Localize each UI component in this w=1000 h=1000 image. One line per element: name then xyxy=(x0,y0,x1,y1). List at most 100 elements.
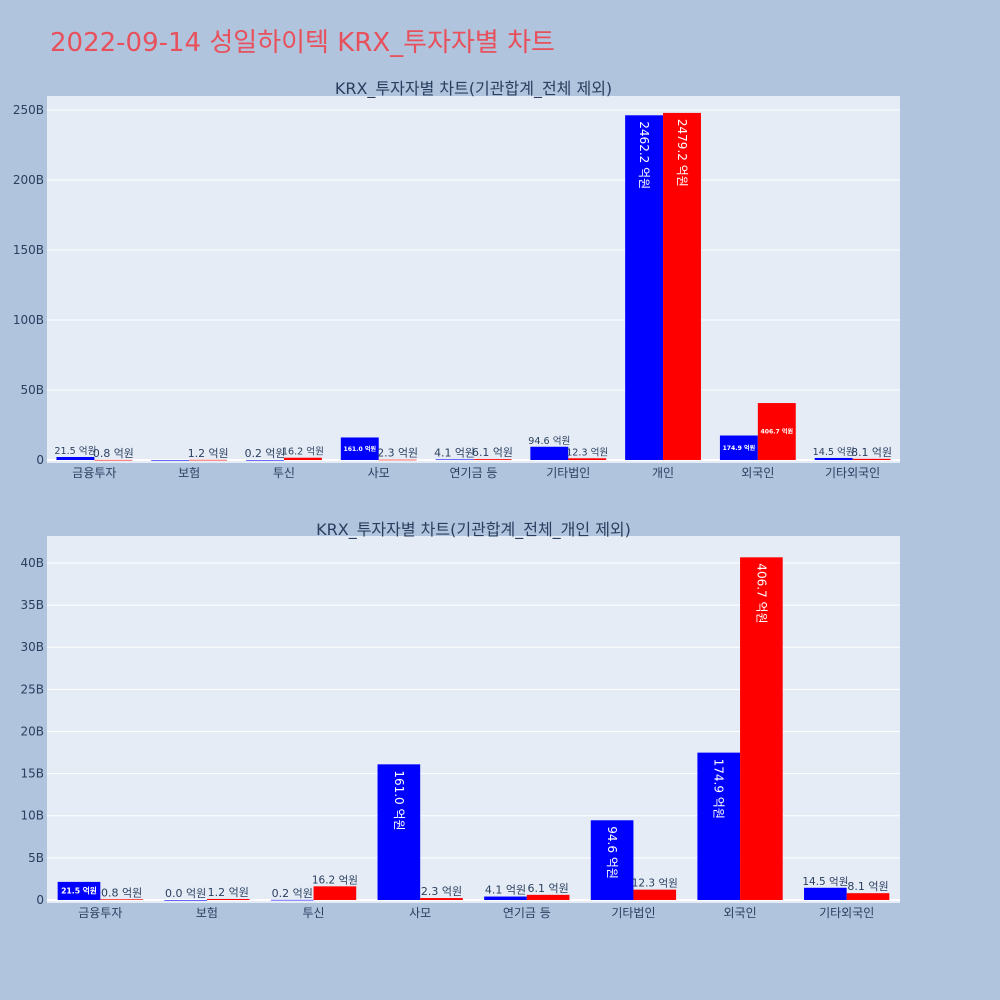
y-tick-label: 150B xyxy=(13,243,44,257)
bar xyxy=(697,752,741,900)
x-tick-label: 사모 xyxy=(368,466,390,480)
x-tick-label: 사모 xyxy=(409,906,431,920)
bar-value-label: 1.2 억원 xyxy=(208,886,249,899)
bar-value-label: 2462.2 억원 xyxy=(637,121,651,189)
y-tick-label: 0 xyxy=(36,453,44,467)
bar xyxy=(164,900,207,901)
bar xyxy=(484,896,527,900)
y-tick-label: 0 xyxy=(36,893,44,907)
y-tick-label: 25B xyxy=(20,682,44,696)
bar xyxy=(283,457,322,460)
bar-value-label: 406.7 억원 xyxy=(754,563,768,623)
chart-title: KRX_투자자별 차트(기관합계_전체_개인 제외) xyxy=(316,520,631,540)
bar-value-label: 12.3 억원 xyxy=(566,446,608,458)
bar-value-label: 16.2 억원 xyxy=(282,446,324,458)
bar-value-label: 8.1 억원 xyxy=(851,446,892,459)
bar xyxy=(377,764,421,900)
bar xyxy=(804,887,847,900)
bar-value-label: 4.1 억원 xyxy=(434,446,475,459)
bar-value-label: 1.2 억원 xyxy=(188,447,229,460)
x-tick-label: 기타법인 xyxy=(546,466,590,480)
y-tick-label: 50B xyxy=(20,383,44,397)
x-tick-label: 기타외국인 xyxy=(819,906,874,920)
x-tick-label: 투신 xyxy=(303,906,325,920)
bar xyxy=(852,458,891,460)
bar xyxy=(270,899,314,901)
y-tick-label: 35B xyxy=(20,598,44,612)
bar-value-label: 0.2 억원 xyxy=(272,887,313,900)
bar xyxy=(246,459,284,461)
bar-value-label: 94.6 억원 xyxy=(605,826,619,879)
bar-value-label: 161.0 억원 xyxy=(392,770,406,830)
bar-value-label: 406.7 억원 xyxy=(760,428,793,436)
bar xyxy=(846,893,890,900)
bar xyxy=(530,446,569,460)
bar xyxy=(313,886,357,900)
bar-value-label: 2.3 억원 xyxy=(377,447,418,460)
y-tick-label: 5B xyxy=(28,851,44,865)
bar-value-label: 94.6 억원 xyxy=(528,435,570,447)
page-title: 2022-09-14 성일하이텍 KRX_투자자별 차트 xyxy=(50,28,555,58)
x-tick-label: 보험 xyxy=(178,466,200,480)
x-tick-label: 외국인 xyxy=(724,906,757,920)
plot-area xyxy=(47,96,900,463)
y-tick-label: 40B xyxy=(20,556,44,570)
x-tick-label: 투신 xyxy=(273,466,295,480)
bar xyxy=(151,460,190,461)
bar-value-label: 14.5 억원 xyxy=(813,446,855,458)
y-tick-label: 250B xyxy=(13,103,44,117)
bar-value-label: 21.5 억원 xyxy=(61,886,97,896)
x-tick-label: 보험 xyxy=(196,906,218,920)
x-tick-label: 연기금 등 xyxy=(503,906,551,920)
y-tick-label: 10B xyxy=(20,809,44,823)
bar-value-label: 174.9 억원 xyxy=(712,759,726,819)
bar-value-label: 161.0 억원 xyxy=(343,445,376,453)
bar xyxy=(420,898,463,900)
bar xyxy=(340,437,379,460)
bar xyxy=(568,458,607,460)
bar xyxy=(625,115,664,461)
bar-value-label: 12.3 억원 xyxy=(632,878,678,890)
chart-panel-1: 0 50B 100B 150B 200B 250B KRX_투자자별 차트(기관합계_전체 … xyxy=(13,79,900,480)
bar xyxy=(435,459,474,461)
chart-panel-2: 0 5B 10B 15B 20B 25B 30B 35B 40B KRX_투자자별 차트(기관합계… xyxy=(20,520,900,920)
bar-value-label: 174.9 억원 xyxy=(723,444,756,452)
bar xyxy=(56,456,95,460)
bar xyxy=(100,899,143,900)
x-tick-label: 연기금 등 xyxy=(450,466,498,480)
bar-value-label: 14.5 억원 xyxy=(802,876,848,888)
bar xyxy=(740,557,783,900)
x-tick-label: 개인 xyxy=(652,466,674,480)
x-tick-label: 기타법인 xyxy=(611,906,655,920)
bar xyxy=(378,459,417,461)
x-tick-label: 외국인 xyxy=(741,466,774,480)
bar-value-label: 6.1 억원 xyxy=(528,882,569,895)
bar-value-label: 8.1 억원 xyxy=(847,880,888,893)
bar xyxy=(206,898,250,900)
bar xyxy=(526,894,570,900)
x-tick-label: 금융투자 xyxy=(78,906,122,920)
x-tick-label: 기타외국인 xyxy=(825,466,880,480)
bar xyxy=(473,459,512,460)
y-tick-label: 200B xyxy=(13,173,44,187)
bar xyxy=(94,459,133,461)
y-tick-label: 30B xyxy=(20,640,44,654)
bar-value-label: 0.0 억원 xyxy=(165,887,206,900)
bar-value-label: 2.3 억원 xyxy=(421,885,462,898)
bar-value-label: 21.5 억원 xyxy=(54,445,96,457)
y-tick-label: 20B xyxy=(20,724,44,738)
bar-value-label: 16.2 억원 xyxy=(312,874,358,886)
bar xyxy=(633,889,677,900)
bar xyxy=(663,112,701,461)
bar-value-label: 4.1 억원 xyxy=(485,884,526,897)
bar xyxy=(189,459,228,461)
bar-value-label: 0.8 억원 xyxy=(101,886,142,899)
bar-value-label: 6.1 억원 xyxy=(472,446,513,459)
bar xyxy=(814,457,853,460)
bar xyxy=(719,435,758,460)
bar-value-label: 0.8 억원 xyxy=(93,447,134,460)
bar-value-label: 0.2 억원 xyxy=(245,447,286,460)
bar-value-label: 2479.2 억원 xyxy=(675,119,689,187)
chart-title: KRX_투자자별 차트(기관합계_전체 제외) xyxy=(335,79,612,99)
